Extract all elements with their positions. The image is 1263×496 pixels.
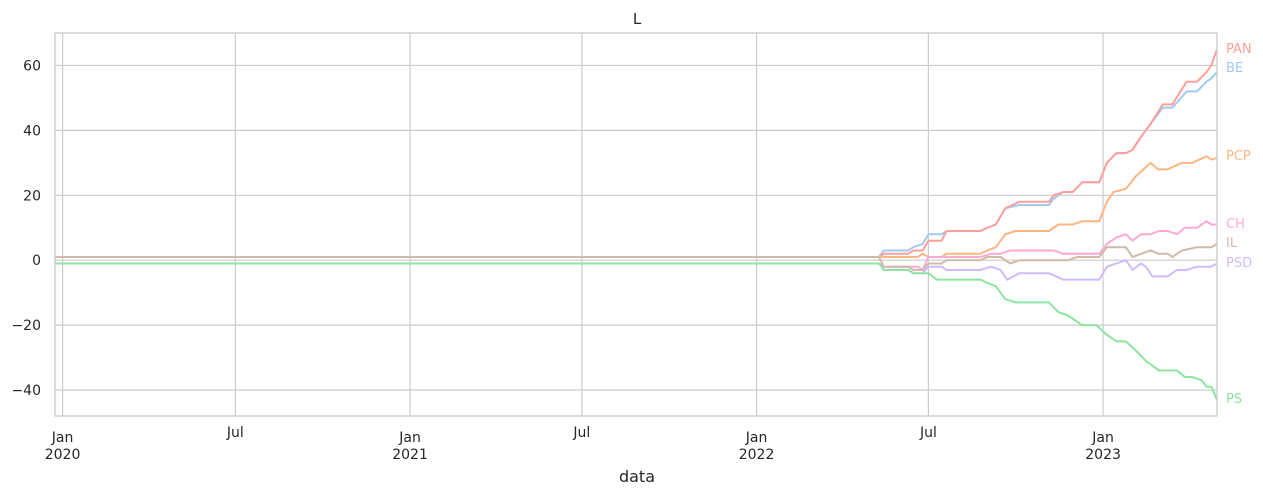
x-tick-year-label: 2021 [392, 447, 428, 463]
y-tick-label: 20 [23, 188, 41, 204]
x-tick-year-label: 2022 [739, 447, 775, 463]
y-tick-label: −40 [11, 383, 41, 399]
series-line-ps [55, 262, 1218, 401]
series-lines [55, 48, 1218, 401]
series-label-pan: PAN [1226, 42, 1252, 57]
y-tick-label: −20 [11, 318, 41, 334]
series-label-ps: PS [1226, 392, 1242, 407]
x-tick-year-label: 2020 [45, 447, 81, 463]
y-tick-label: 60 [23, 58, 41, 74]
x-tick-label: Jan [745, 430, 768, 446]
series-line-be [55, 71, 1218, 258]
x-tick-label: Jan [398, 430, 421, 446]
series-label-il: IL [1226, 236, 1238, 251]
x-axis-label: data [619, 467, 655, 486]
y-tick-label: 0 [32, 253, 41, 269]
series-label-pcp: PCP [1226, 149, 1251, 164]
series-line-il [55, 243, 1218, 271]
x-tick-label: Jul [572, 425, 590, 441]
y-axis-ticks: −40 −20 0 20 40 60 [11, 58, 41, 399]
x-tick-label: Jan [1091, 430, 1114, 446]
x-tick-year-label: 2023 [1085, 447, 1121, 463]
y-tick-label: 40 [23, 123, 41, 139]
series-end-labels: BE PAN PCP CH IL PSD PS [1226, 42, 1252, 407]
x-tick-label: Jul [226, 425, 244, 441]
chart-title: L [633, 10, 642, 28]
series-label-be: BE [1226, 61, 1243, 76]
series-line-pcp [55, 155, 1218, 258]
grid [55, 33, 1217, 416]
series-line-pan [55, 48, 1218, 258]
x-tick-label: Jan [51, 430, 74, 446]
series-label-ch: CH [1226, 217, 1245, 232]
plot-frame [54, 32, 1218, 417]
x-tick-label: Jul [919, 425, 937, 441]
series-label-psd: PSD [1226, 256, 1252, 271]
series-line-ch [55, 220, 1217, 271]
